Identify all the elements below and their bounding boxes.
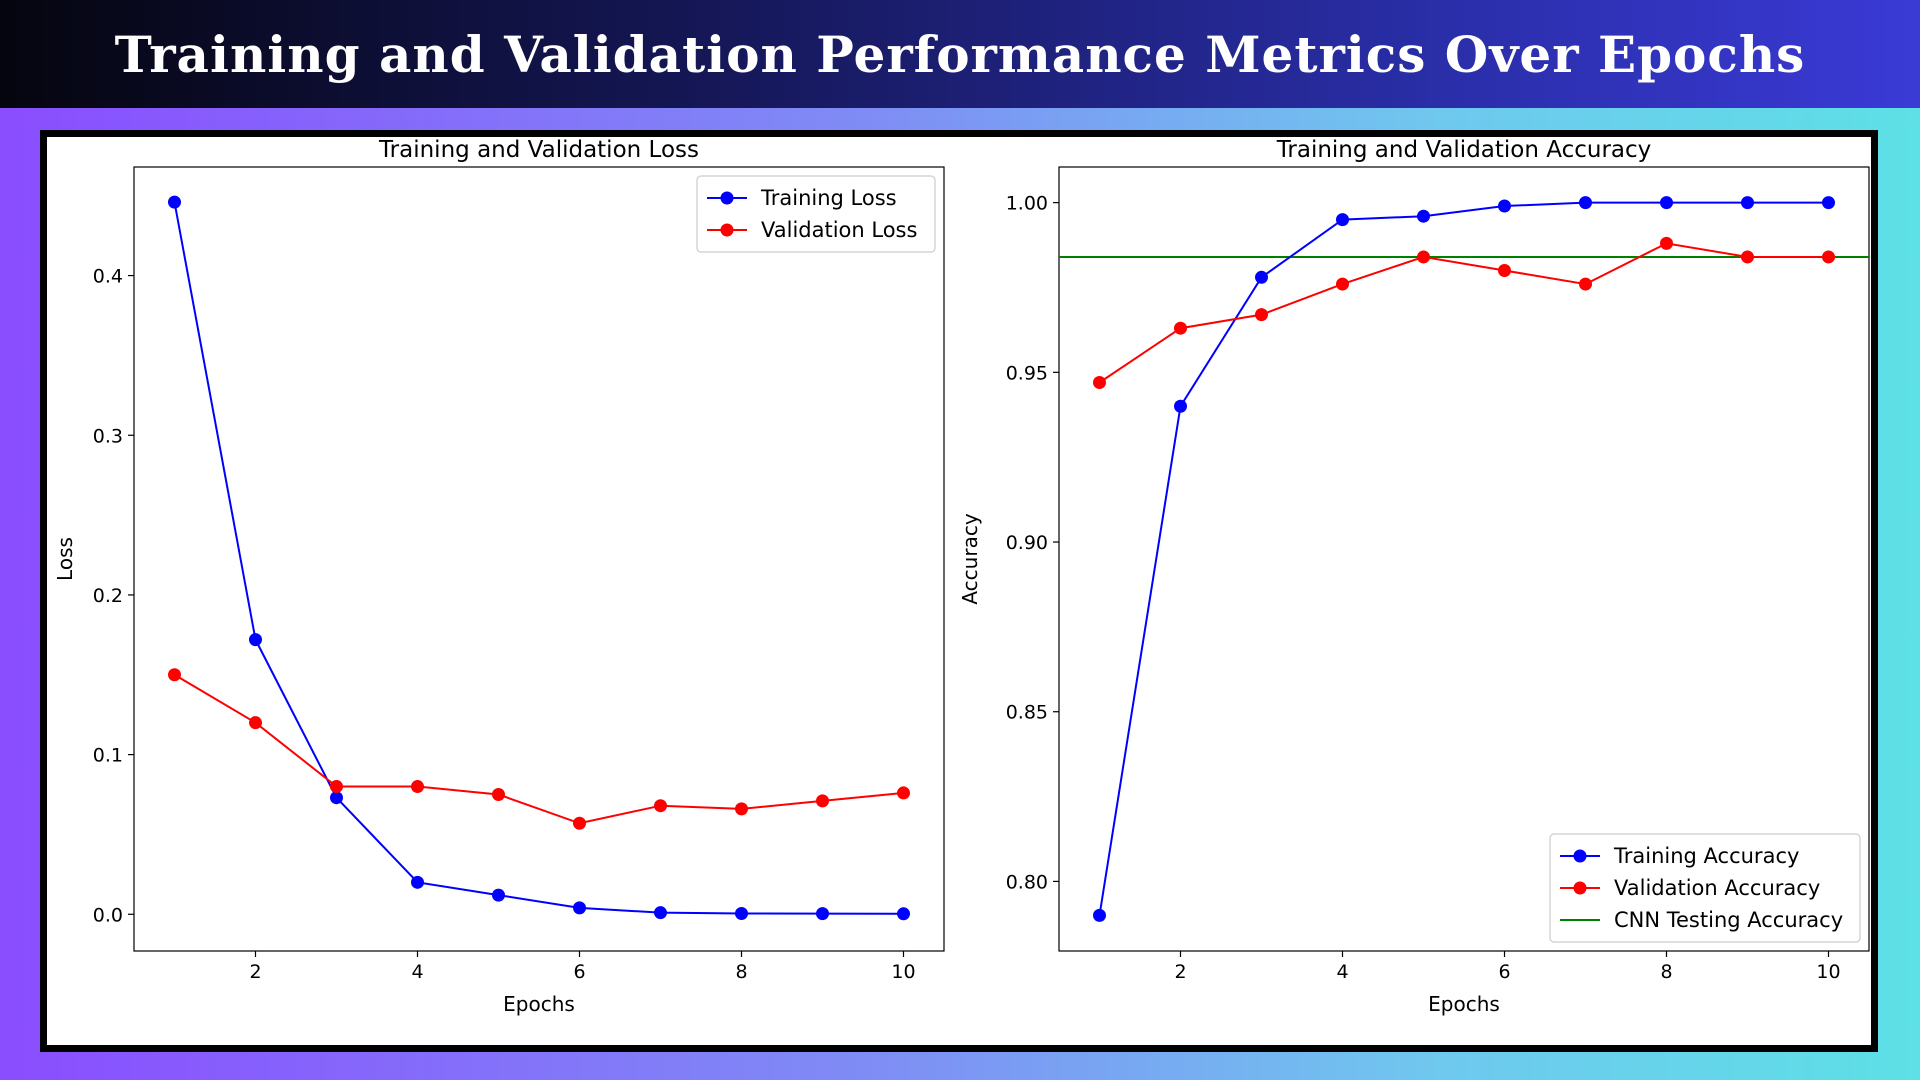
accuracy-y-tick-label: 0.85	[1006, 702, 1048, 724]
loss-data-point	[654, 799, 667, 813]
accuracy-legend-label: CNN Testing Accuracy	[1614, 908, 1843, 932]
loss-series-line-0	[173, 201, 904, 915]
accuracy-x-axis-label: Epochs	[1428, 992, 1500, 1016]
accuracy-data-point	[1579, 196, 1592, 210]
accuracy-data-point	[1255, 270, 1268, 284]
accuracy-data-point	[1822, 196, 1835, 210]
accuracy-y-tick-label: 0.80	[1006, 871, 1048, 893]
accuracy-x-tick-label: 8	[1660, 961, 1672, 983]
accuracy-data-point	[1660, 236, 1673, 250]
accuracy-legend-label: Validation Accuracy	[1614, 876, 1820, 900]
accuracy-data-point	[1336, 213, 1349, 227]
accuracy-x-tick-label: 6	[1498, 961, 1510, 983]
accuracy-series-line-1	[1098, 242, 1829, 384]
loss-legend-marker	[720, 223, 734, 237]
accuracy-legend-marker	[1573, 849, 1587, 863]
loss-data-point	[168, 195, 181, 209]
loss-x-tick-label: 8	[735, 961, 747, 983]
loss-data-point	[330, 791, 343, 805]
accuracy-chart: Training and Validation Accuracy 2 4 6 8 10 0.…	[958, 137, 1870, 1016]
loss-data-point	[897, 907, 910, 921]
loss-x-tick-label: 2	[249, 961, 261, 983]
loss-y-tick-label: 0.4	[93, 266, 123, 288]
accuracy-x-tick-label: 2	[1174, 961, 1186, 983]
accuracy-data-point	[1741, 250, 1754, 264]
accuracy-data-point	[1093, 376, 1106, 390]
loss-chart: Training and Validation Loss 2 4 6 8 10 0.0 0.1…	[53, 137, 945, 1016]
loss-y-tick-label: 0.2	[93, 585, 123, 607]
loss-x-axis-label: Epochs	[503, 992, 575, 1016]
accuracy-y-axis-label: Accuracy	[958, 513, 982, 604]
accuracy-legend-box	[1549, 833, 1861, 943]
loss-legend-label: Training Loss	[760, 186, 897, 210]
loss-data-point	[654, 906, 667, 920]
accuracy-data-point	[1336, 277, 1349, 291]
accuracy-y-tick-label: 0.95	[1006, 362, 1048, 384]
accuracy-x-tick-label: 10	[1816, 961, 1840, 983]
loss-data-point	[492, 888, 505, 902]
accuracy-data-point	[1174, 399, 1187, 413]
charts-canvas: Training and Validation Loss 2 4 6 8 10 0.0 0.1…	[53, 137, 1870, 1016]
accuracy-y-tick-label: 0.90	[1006, 532, 1048, 554]
loss-data-point	[816, 794, 829, 808]
loss-legend-box	[696, 175, 936, 253]
accuracy-data-point	[1741, 196, 1754, 210]
accuracy-data-point	[1498, 264, 1511, 278]
accuracy-data-point	[1174, 321, 1187, 335]
loss-data-point	[411, 780, 424, 794]
loss-data-point	[492, 788, 505, 802]
accuracy-series-line-0	[1098, 201, 1829, 916]
loss-data-point	[411, 875, 424, 889]
loss-x-tick-label: 6	[573, 961, 585, 983]
accuracy-data-point	[1579, 277, 1592, 291]
loss-y-tick-label: 0.0	[93, 904, 123, 926]
loss-data-point	[330, 780, 343, 794]
loss-y-tick-label: 0.1	[93, 745, 123, 767]
loss-data-point	[735, 802, 748, 816]
loss-y-tick-label: 0.3	[93, 425, 123, 447]
loss-legend: Training Loss Validation Loss	[696, 175, 936, 253]
accuracy-data-point	[1255, 308, 1268, 322]
accuracy-data-point	[1660, 196, 1673, 210]
accuracy-legend: Training Accuracy Validation Accuracy CNN …	[1549, 833, 1861, 943]
loss-legend-marker	[720, 191, 734, 205]
loss-data-point	[573, 816, 586, 830]
loss-data-point	[573, 901, 586, 915]
accuracy-legend-label: Training Accuracy	[1613, 844, 1799, 868]
accuracy-data-point	[1498, 199, 1511, 213]
accuracy-data-point	[1417, 209, 1430, 223]
loss-y-axis-label: Loss	[53, 537, 77, 581]
accuracy-chart-title: Training and Validation Accuracy	[1276, 137, 1652, 163]
loss-data-point	[249, 633, 262, 647]
loss-plot-area	[133, 166, 945, 952]
loss-series-line-1	[173, 673, 904, 825]
accuracy-data-point	[1822, 250, 1835, 264]
accuracy-legend-marker	[1573, 881, 1587, 895]
loss-data-point	[249, 716, 262, 730]
loss-x-tick-label: 4	[411, 961, 423, 983]
loss-data-point	[816, 907, 829, 921]
accuracy-data-point	[1417, 250, 1430, 264]
accuracy-x-tick-label: 4	[1336, 961, 1348, 983]
page-title: Training and Validation Performance Metr…	[114, 24, 1806, 84]
accuracy-y-tick-label: 1.00	[1006, 193, 1048, 215]
accuracy-data-point	[1093, 908, 1106, 922]
loss-chart-title: Training and Validation Loss	[378, 137, 699, 163]
charts-frame: Training and Validation Loss 2 4 6 8 10 0.0 0.1…	[40, 130, 1878, 1052]
accuracy-plot-area	[1058, 166, 1870, 952]
title-banner: Training and Validation Performance Metr…	[0, 0, 1920, 108]
loss-data-point	[735, 906, 748, 920]
loss-legend-label: Validation Loss	[761, 218, 917, 242]
loss-x-tick-label: 10	[891, 961, 915, 983]
loss-data-point	[897, 786, 910, 800]
loss-data-point	[168, 668, 181, 682]
